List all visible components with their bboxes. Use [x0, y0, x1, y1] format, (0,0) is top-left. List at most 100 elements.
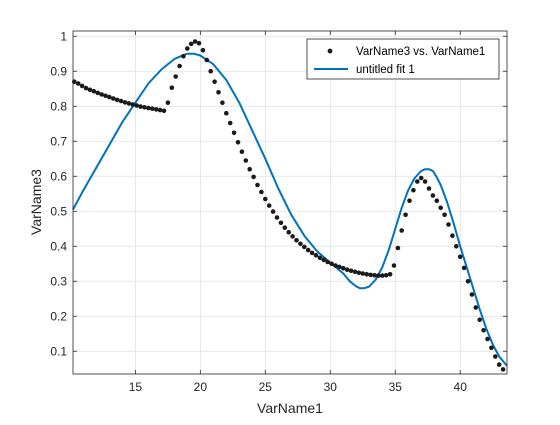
plot-frame: [72, 30, 508, 375]
data-point: [418, 175, 424, 181]
data-point: [403, 212, 408, 218]
y-tick-label: 0.3: [50, 274, 67, 288]
data-point: [305, 247, 311, 253]
data-point: [352, 269, 358, 275]
data-point: [107, 94, 112, 100]
data-point: [157, 107, 163, 113]
data-point: [493, 354, 498, 359]
data-point: [372, 273, 377, 278]
data-point: [465, 279, 471, 284]
data-point: [150, 106, 155, 111]
data-point: [138, 104, 143, 109]
data-point: [485, 336, 490, 342]
data-point: [130, 102, 136, 107]
data-point: [282, 225, 288, 230]
data-point: [294, 238, 299, 243]
x-tick-label: 20: [194, 380, 208, 394]
data-point: [208, 68, 213, 74]
data-point: [91, 88, 97, 94]
x-tick-label: 40: [454, 380, 468, 394]
data-point: [337, 264, 342, 270]
data-point: [434, 198, 440, 203]
data-point: [99, 92, 104, 97]
data-point: [430, 193, 436, 198]
data-point: [118, 98, 124, 104]
data-point: [165, 100, 171, 105]
x-tick-label: 30: [324, 380, 338, 394]
y-tick-label: 0.7: [50, 134, 67, 148]
legend-box: [306, 38, 500, 80]
data-point: [227, 120, 233, 126]
data-point: [146, 105, 151, 111]
data-point: [114, 97, 120, 103]
data-point: [79, 83, 85, 89]
data-point: [438, 205, 444, 211]
data-point: [325, 259, 331, 265]
data-point: [360, 271, 366, 276]
legend-label-points: VarName3 vs. VarName1: [356, 46, 485, 58]
data-point: [122, 100, 128, 105]
data-point: [477, 317, 483, 323]
data-point: [173, 74, 178, 79]
y-tick-label: 0.1: [50, 344, 67, 358]
data-point: [364, 272, 370, 277]
y-tick-label: 1: [60, 29, 67, 43]
data-point: [446, 222, 451, 227]
data-point: [290, 234, 295, 239]
data-point: [344, 267, 350, 273]
data-point: [231, 130, 237, 136]
data-point: [500, 367, 506, 372]
data-point: [224, 110, 229, 116]
data-point: [192, 39, 198, 44]
data-point: [142, 105, 147, 110]
data-point: [333, 263, 338, 268]
data-point: [399, 228, 405, 233]
data-point: [454, 244, 459, 249]
data-point: [481, 328, 486, 333]
data-point: [407, 198, 412, 203]
data-point: [461, 265, 467, 271]
y-tick-label: 0.2: [50, 309, 67, 323]
data-point: [341, 266, 346, 271]
data-point: [317, 255, 323, 261]
data-point: [442, 212, 447, 218]
data-point: [185, 46, 190, 51]
data-point: [450, 233, 455, 238]
data-point: [309, 250, 315, 256]
data-point: [188, 41, 194, 47]
plot-area: [73, 31, 507, 374]
data-point: [321, 257, 327, 263]
y-tick-label: 0.5: [50, 204, 67, 218]
data-point: [473, 305, 479, 310]
data-point: [313, 253, 319, 258]
data-point: [196, 40, 202, 46]
data-point: [177, 63, 182, 69]
data-point: [83, 85, 89, 91]
data-point: [356, 270, 362, 276]
data-point: [376, 273, 381, 278]
legend-label-fit: untitled fit 1: [356, 64, 415, 76]
data-point: [348, 268, 354, 274]
data-point: [126, 101, 132, 106]
legend: VarName3 vs. VarName1 untitled fit 1: [306, 38, 500, 80]
data-point: [251, 174, 256, 180]
data-point: [383, 273, 389, 278]
data-point: [95, 90, 100, 96]
data-point: [457, 254, 463, 260]
data-point: [496, 362, 502, 367]
x-tick-label: 25: [259, 380, 273, 394]
data-point: [298, 241, 303, 247]
y-axis-label: VarName3: [28, 169, 44, 235]
data-point: [200, 47, 206, 53]
grid: [73, 31, 507, 374]
data-point: [368, 272, 373, 278]
data-point: [411, 187, 416, 193]
data-point: [274, 215, 280, 220]
x-tick-label: 35: [389, 380, 403, 394]
data-point: [329, 261, 334, 267]
data-point: [243, 158, 249, 163]
data-point: [204, 57, 210, 63]
fit-layer: [72, 52, 508, 367]
y-tick-label: 0.4: [50, 239, 67, 253]
